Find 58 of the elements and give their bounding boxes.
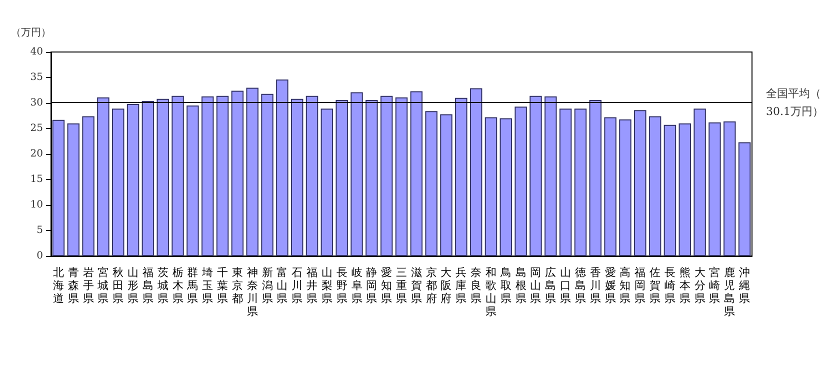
- y-tick-label: 0: [36, 250, 43, 262]
- y-tick-label: 35: [30, 72, 43, 83]
- x-tick-label: 大阪府: [440, 266, 452, 305]
- x-tick-label: 徳島県: [574, 266, 586, 305]
- x-tick-label: 福島県: [142, 266, 154, 305]
- x-tick-label: 沖縄県: [738, 266, 750, 305]
- y-tick-label: 15: [30, 174, 43, 185]
- x-tick-label: 北海道: [52, 266, 64, 305]
- y-tick-label: 40: [30, 46, 43, 58]
- x-tick-label: 奈良県: [470, 266, 482, 305]
- x-tick-label: 東京都: [232, 266, 243, 305]
- x-tick-label: 宮城県: [96, 266, 109, 305]
- x-tick-label: 山形県: [128, 266, 139, 305]
- x-tick-label: 兵庫県: [456, 266, 467, 305]
- x-tick-label: 福岡県: [634, 266, 646, 305]
- x-tick-label: 愛知県: [381, 266, 392, 305]
- y-tick-label: 10: [30, 200, 43, 210]
- ref-line-label: 全国平均（30.1万円）: [766, 86, 824, 118]
- x-tick-label: 鳥取県: [499, 266, 512, 305]
- y-axis-title: （万円）: [11, 28, 51, 38]
- x-tick-label: 石川県: [292, 266, 303, 305]
- x-tick-label: 茨城県: [156, 266, 168, 305]
- x-tick-label: 広島県: [545, 266, 556, 305]
- x-tick-label: 群馬県: [186, 266, 198, 305]
- x-tick-label: 福井県: [306, 266, 318, 305]
- x-tick-label: 愛媛県: [604, 266, 616, 305]
- y-tick-label: 20: [30, 148, 43, 160]
- x-tick-label: 神奈川県: [246, 266, 258, 318]
- x-tick-label: 岐阜県: [351, 266, 362, 305]
- x-tick-label: 大分県: [694, 266, 706, 305]
- x-tick-label: 高知県: [620, 266, 631, 305]
- x-tick-label: 三重県: [396, 266, 407, 305]
- x-tick-label: 和歌山県: [485, 266, 496, 318]
- x-tick-label: 香川県: [590, 266, 601, 305]
- x-tick-label: 佐賀県: [650, 266, 661, 305]
- x-tick-label: 熊本県: [679, 266, 690, 305]
- x-tick-label: 鹿児島県: [724, 266, 736, 318]
- x-tick-label: 長野県: [336, 266, 348, 305]
- y-tick-label: 30: [30, 98, 43, 108]
- x-tick-label: 青森県: [68, 266, 79, 305]
- x-tick-label: 新潟県: [262, 266, 273, 305]
- x-tick-label: 長崎県: [664, 266, 676, 305]
- x-tick-label: 栃木県: [172, 266, 184, 305]
- x-tick-label: 岩手県: [82, 266, 94, 305]
- x-tick-label: 京都府: [426, 266, 437, 305]
- x-tick-label: 岡山県: [530, 266, 542, 305]
- x-tick-label: 埼玉県: [201, 266, 214, 305]
- x-tick-label: 千葉県: [217, 266, 228, 305]
- x-tick-label: 静岡県: [366, 266, 378, 305]
- x-tick-label: 秋田県: [112, 266, 124, 305]
- x-tick-label: 山口県: [560, 266, 572, 305]
- y-tick-label: 5: [36, 225, 43, 236]
- y-tick-label: 25: [30, 123, 43, 134]
- x-tick-label: 滋賀県: [410, 266, 422, 305]
- x-tick-label: 山梨県: [321, 266, 332, 305]
- x-tick-label: 島根県: [515, 266, 526, 305]
- x-tick-label: 富山県: [276, 266, 288, 305]
- x-tick-label: 宮崎県: [709, 266, 720, 305]
